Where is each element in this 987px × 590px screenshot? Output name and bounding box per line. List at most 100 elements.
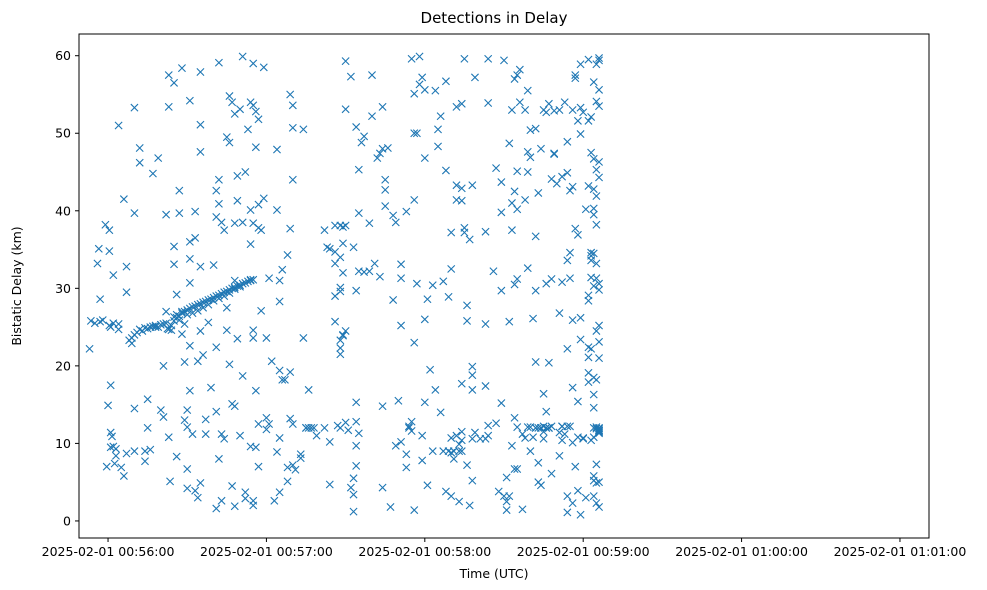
data-point	[560, 98, 569, 107]
data-point	[212, 343, 221, 352]
data-point	[595, 102, 604, 111]
data-point	[354, 209, 363, 218]
data-point	[502, 473, 511, 482]
data-point	[484, 421, 493, 430]
y-tick-label: 50	[55, 126, 71, 141]
data-point	[338, 223, 347, 232]
data-point	[539, 434, 548, 443]
data-point	[98, 316, 107, 325]
data-point	[141, 457, 149, 466]
data-point	[568, 105, 577, 114]
data-point	[455, 440, 464, 449]
data-point	[336, 287, 345, 296]
data-point	[336, 283, 345, 292]
data-point	[595, 56, 604, 65]
data-point	[434, 142, 442, 151]
data-point	[529, 314, 538, 323]
data-point	[595, 354, 604, 363]
data-point	[563, 168, 572, 177]
data-point	[288, 461, 297, 470]
data-point	[291, 465, 300, 474]
data-point	[526, 126, 535, 135]
data-point	[249, 59, 258, 68]
data-point	[510, 74, 519, 83]
data-point	[547, 422, 556, 431]
data-point	[589, 492, 598, 501]
data-point	[341, 105, 350, 114]
data-point	[434, 125, 442, 134]
data-point	[360, 132, 369, 141]
data-point	[349, 507, 358, 516]
data-point	[111, 451, 120, 460]
data-point	[193, 357, 202, 366]
data-point	[381, 185, 390, 194]
data-point	[191, 207, 200, 216]
data-point	[130, 103, 139, 112]
data-point	[571, 224, 580, 233]
data-point	[436, 112, 445, 121]
data-point	[513, 71, 522, 80]
data-point	[463, 316, 472, 325]
data-point	[201, 415, 210, 424]
data-point	[589, 210, 598, 219]
data-point	[352, 123, 361, 132]
data-point	[457, 447, 466, 456]
data-point	[196, 68, 205, 76]
data-point	[410, 129, 419, 138]
x-tick-label: 2025-02-01 01:01:00	[834, 544, 967, 559]
data-point	[188, 309, 197, 318]
data-point	[304, 385, 313, 394]
data-point	[286, 90, 295, 99]
data-point	[389, 211, 398, 220]
data-point	[497, 178, 506, 187]
data-point	[505, 317, 514, 326]
data-point	[468, 434, 477, 443]
data-point	[122, 449, 131, 458]
data-point	[238, 371, 247, 380]
data-point	[481, 227, 490, 236]
data-point	[595, 285, 604, 294]
data-point	[228, 98, 237, 107]
x-tick-label: 2025-02-01 00:56:00	[42, 544, 175, 559]
data-point	[135, 325, 144, 334]
data-point	[251, 107, 260, 116]
data-point	[114, 121, 123, 130]
y-axis-label: Bistatic Delay (km)	[9, 226, 24, 345]
data-point	[423, 481, 432, 490]
data-point	[336, 336, 345, 345]
data-point	[249, 333, 258, 342]
data-point	[370, 259, 379, 268]
data-point	[515, 98, 524, 107]
data-point	[563, 492, 572, 501]
data-point	[555, 105, 564, 114]
data-point	[191, 486, 200, 495]
data-point	[175, 209, 184, 218]
data-point	[180, 357, 189, 366]
data-point	[320, 423, 329, 432]
data-point	[420, 154, 429, 163]
data-point	[560, 430, 569, 439]
data-point	[204, 318, 213, 327]
data-point	[521, 433, 530, 442]
data-point	[267, 357, 276, 366]
data-point	[183, 423, 192, 432]
data-point	[338, 331, 347, 340]
data-point	[114, 320, 123, 328]
data-point	[410, 89, 419, 98]
data-point	[589, 78, 598, 87]
data-point	[196, 326, 205, 335]
data-point	[468, 181, 477, 190]
data-point	[518, 430, 527, 439]
data-point	[378, 102, 387, 111]
data-point	[259, 63, 268, 72]
data-point	[507, 226, 516, 235]
data-point	[249, 275, 258, 284]
data-point	[449, 454, 458, 463]
data-point	[275, 433, 284, 442]
data-point	[375, 272, 384, 281]
data-point	[162, 307, 171, 316]
data-point	[589, 282, 598, 290]
data-point	[180, 416, 189, 425]
data-point	[94, 244, 103, 253]
data-point	[243, 277, 252, 286]
